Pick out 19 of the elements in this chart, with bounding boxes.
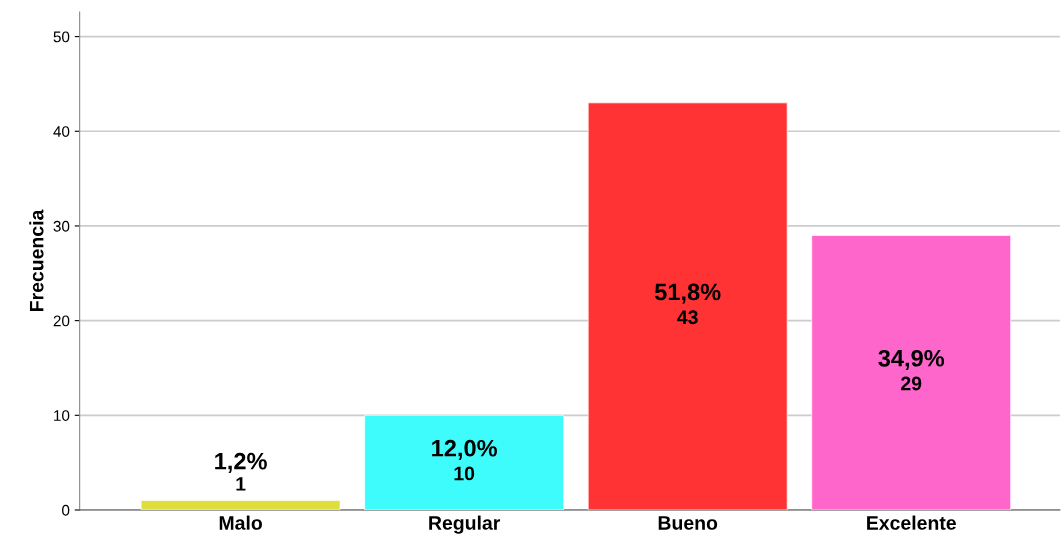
y-tick-label: 50 xyxy=(53,31,70,43)
y-tick-label: 10 xyxy=(54,410,70,421)
y-tick-label: 30 xyxy=(53,220,70,232)
x-tick-label: Regular xyxy=(429,515,501,534)
data-label: 34,9% 29 xyxy=(878,349,945,391)
y-tick-label: 40 xyxy=(53,126,70,137)
x-tick-label: Excelente xyxy=(867,515,956,530)
data-label: 1,2% 1 xyxy=(215,452,267,491)
y-tick-label: 20 xyxy=(53,315,70,327)
bar xyxy=(140,500,341,510)
y-axis-title: Frecuencia xyxy=(29,209,44,312)
data-label: 51,8% 43 xyxy=(654,283,721,325)
x-tick-label: Bueno xyxy=(658,516,718,530)
y-tick-label: 0 xyxy=(62,504,70,516)
bar xyxy=(811,235,1012,510)
bar xyxy=(364,414,564,510)
x-tick-label: Malo xyxy=(219,515,262,530)
data-label: 12,0% 10 xyxy=(432,439,497,481)
bar xyxy=(587,102,788,510)
